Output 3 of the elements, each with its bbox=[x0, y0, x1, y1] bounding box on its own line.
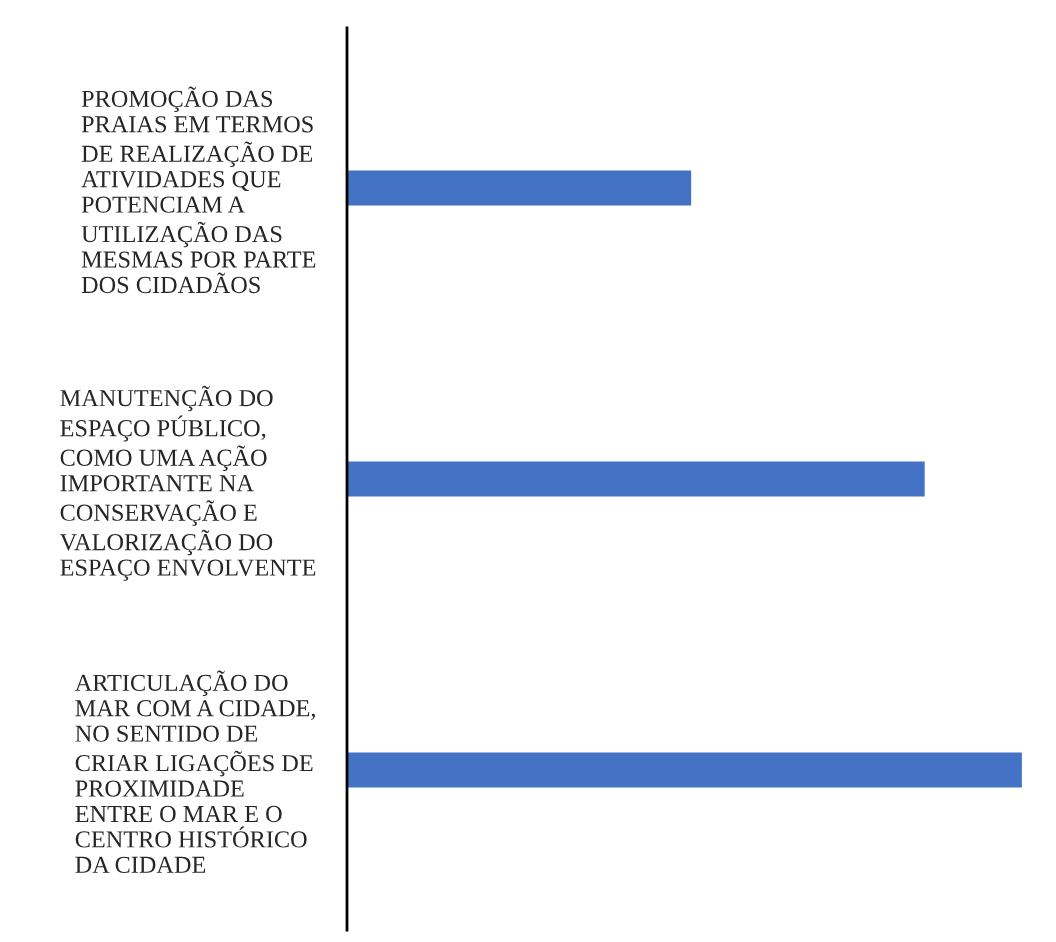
y-tick-label: PROMOÇÃO DAS PRAIAS EM TERMOS DE REALIZAÇÃO DE ATIVIDADES QUE POTENCIAM A UTILIZAÇÃO DAS MESMAS POR PARTE DOS CIDADÃOS bbox=[81, 86, 316, 294]
y-tick-label: ARTICULAÇÃO DO MAR COM A CIDADE, NO SENTIDO DE CRIAR LIGAÇÕES DE PROXIMIDADE ENTRE O MAR E O CENTRO HISTÓRICO DA CIDADE bbox=[74, 670, 315, 874]
y-tick-label: MANUTENÇÃO DO ESPAÇO PÚBLICO, COMO UMA AÇÃO IMPORTANTE NA CONSERVAÇÃO E VALORIZAÇÃO DO ESPAÇO ENVOLVENTE bbox=[59, 385, 316, 581]
